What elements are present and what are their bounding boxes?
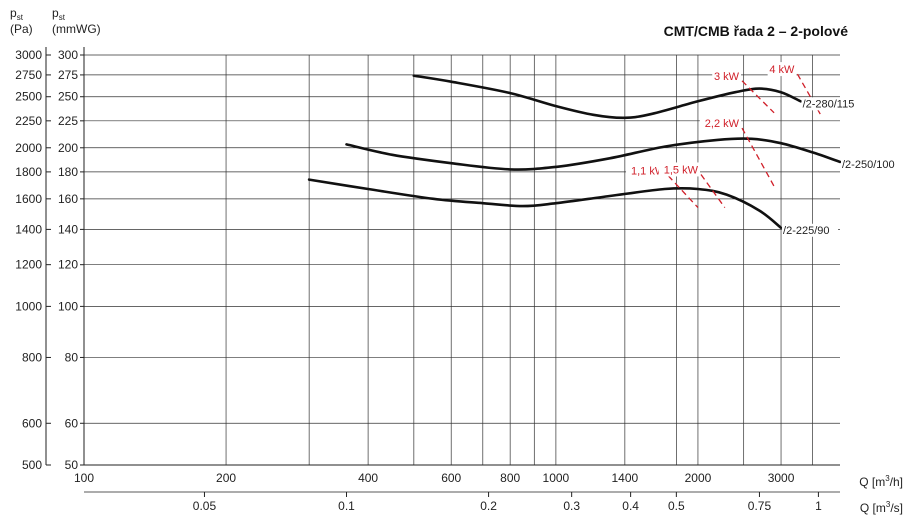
x-tick-label-m3h: 600 [441, 471, 461, 485]
power-label: 3 kW [714, 71, 740, 83]
power-annotations: 1,1 kW1,5 kW 2,2 kW 3 kW 4 kW [626, 62, 822, 209]
y-tick-label-mmwg: 160 [58, 192, 78, 206]
ylabel-pa-symbol: pst [10, 6, 24, 22]
x-tick-label-m3s: 0.3 [563, 499, 580, 513]
chart-axes [45, 47, 840, 497]
y-tick-label-mmwg: 120 [58, 258, 78, 272]
fan-curves [307, 74, 842, 230]
x-tick-label-m3h: 200 [216, 471, 236, 485]
y-tick-label-mmwg: 275 [58, 68, 78, 82]
power-label: 1,5 kW [664, 164, 699, 176]
power-line [667, 175, 699, 209]
x-tick-label-m3s: 0.75 [748, 499, 772, 513]
y-tick-label-pa: 1400 [15, 222, 42, 236]
power-label: 1,1 kW [631, 166, 666, 178]
x-tick-label-m3h: 400 [358, 471, 378, 485]
y-tick-label-pa: 1600 [15, 192, 42, 206]
y-tick-label-pa: 600 [22, 416, 42, 430]
power-label-bg [658, 162, 700, 177]
y-tick-label-mmwg: 50 [65, 458, 79, 472]
power-label-bg [626, 163, 668, 178]
y-tick-label-pa: 2500 [15, 90, 42, 104]
y-tick-label-mmwg: 250 [58, 90, 78, 104]
y-tick-label-pa: 1800 [15, 165, 42, 179]
y-tick-label-pa: 2750 [15, 68, 42, 82]
x-tick-label-m3s: 0.4 [622, 499, 639, 513]
x-tick-label-m3h: 1000 [543, 471, 570, 485]
y-tick-label-mmwg: 60 [65, 416, 79, 430]
y-tick-label-mmwg: 80 [65, 350, 79, 364]
power-label-bg [767, 62, 797, 77]
y-tick-label-mmwg: 140 [58, 222, 78, 236]
y-tick-label-pa: 500 [22, 458, 42, 472]
chart-grid [83, 54, 840, 466]
chart-labels: CMT/CMB řada 2 – 2-polové 50608010012014… [10, 6, 903, 515]
y-tick-label-pa: 2250 [15, 114, 42, 128]
x-tick-label-m3h: 2000 [685, 471, 712, 485]
fan-curve [412, 74, 802, 120]
curve-label-bg [782, 223, 839, 237]
y-tick-label-pa: 2000 [15, 141, 42, 155]
power-line [700, 174, 726, 208]
x-tick-label-m3s: 0.1 [338, 499, 355, 513]
x-tick-label-m3s: 0.5 [668, 499, 685, 513]
y-tick-label-pa: 800 [22, 350, 42, 364]
curve-label-bg [801, 97, 858, 111]
y-tick-label-pa: 1200 [15, 258, 42, 272]
x-tick-label-m3s: 0.05 [193, 499, 217, 513]
y-tick-label-mmwg: 100 [58, 299, 78, 313]
power-label-bg [699, 116, 742, 131]
xlabel-m3h: Q [m3/h] [859, 474, 903, 489]
curve-label-bg [841, 157, 897, 171]
curve-label: /2-280/115 [803, 98, 855, 110]
ylabel-pa-unit: (Pa) [10, 22, 33, 36]
fan-curve [307, 178, 783, 230]
y-tick-label-mmwg: 225 [58, 114, 78, 128]
y-tick-label-mmwg: 300 [58, 48, 78, 62]
power-label-bg [712, 68, 742, 83]
power-line [741, 80, 775, 114]
curve-label: /2-225/90 [783, 225, 829, 237]
y-tick-label-pa: 3000 [15, 48, 42, 62]
curve-label: /2-250/100 [842, 159, 895, 171]
y-tick-label-mmwg: 180 [58, 165, 78, 179]
x-tick-label-m3h: 1400 [611, 471, 638, 485]
x-tick-label-m3h: 800 [500, 471, 520, 485]
x-tick-label-m3h: 100 [74, 471, 94, 485]
chart-title: CMT/CMB řada 2 – 2-polové [664, 23, 849, 39]
xlabel-m3s: Q [m3/s] [860, 500, 903, 515]
x-tick-label-m3s: 0.2 [480, 499, 497, 513]
ylabel-mmwg-unit: (mmWG) [52, 22, 101, 36]
ylabel-mmwg-symbol: pst [52, 6, 66, 22]
y-tick-label-mmwg: 200 [58, 141, 78, 155]
x-tick-label-m3s: 1 [815, 499, 822, 513]
power-label: 2,2 kW [705, 118, 740, 130]
power-line [741, 127, 775, 187]
power-label: 4 kW [769, 64, 795, 76]
y-tick-label-pa: 1000 [15, 299, 42, 313]
x-tick-label-m3h: 3000 [768, 471, 795, 485]
fan-curve [345, 137, 842, 171]
